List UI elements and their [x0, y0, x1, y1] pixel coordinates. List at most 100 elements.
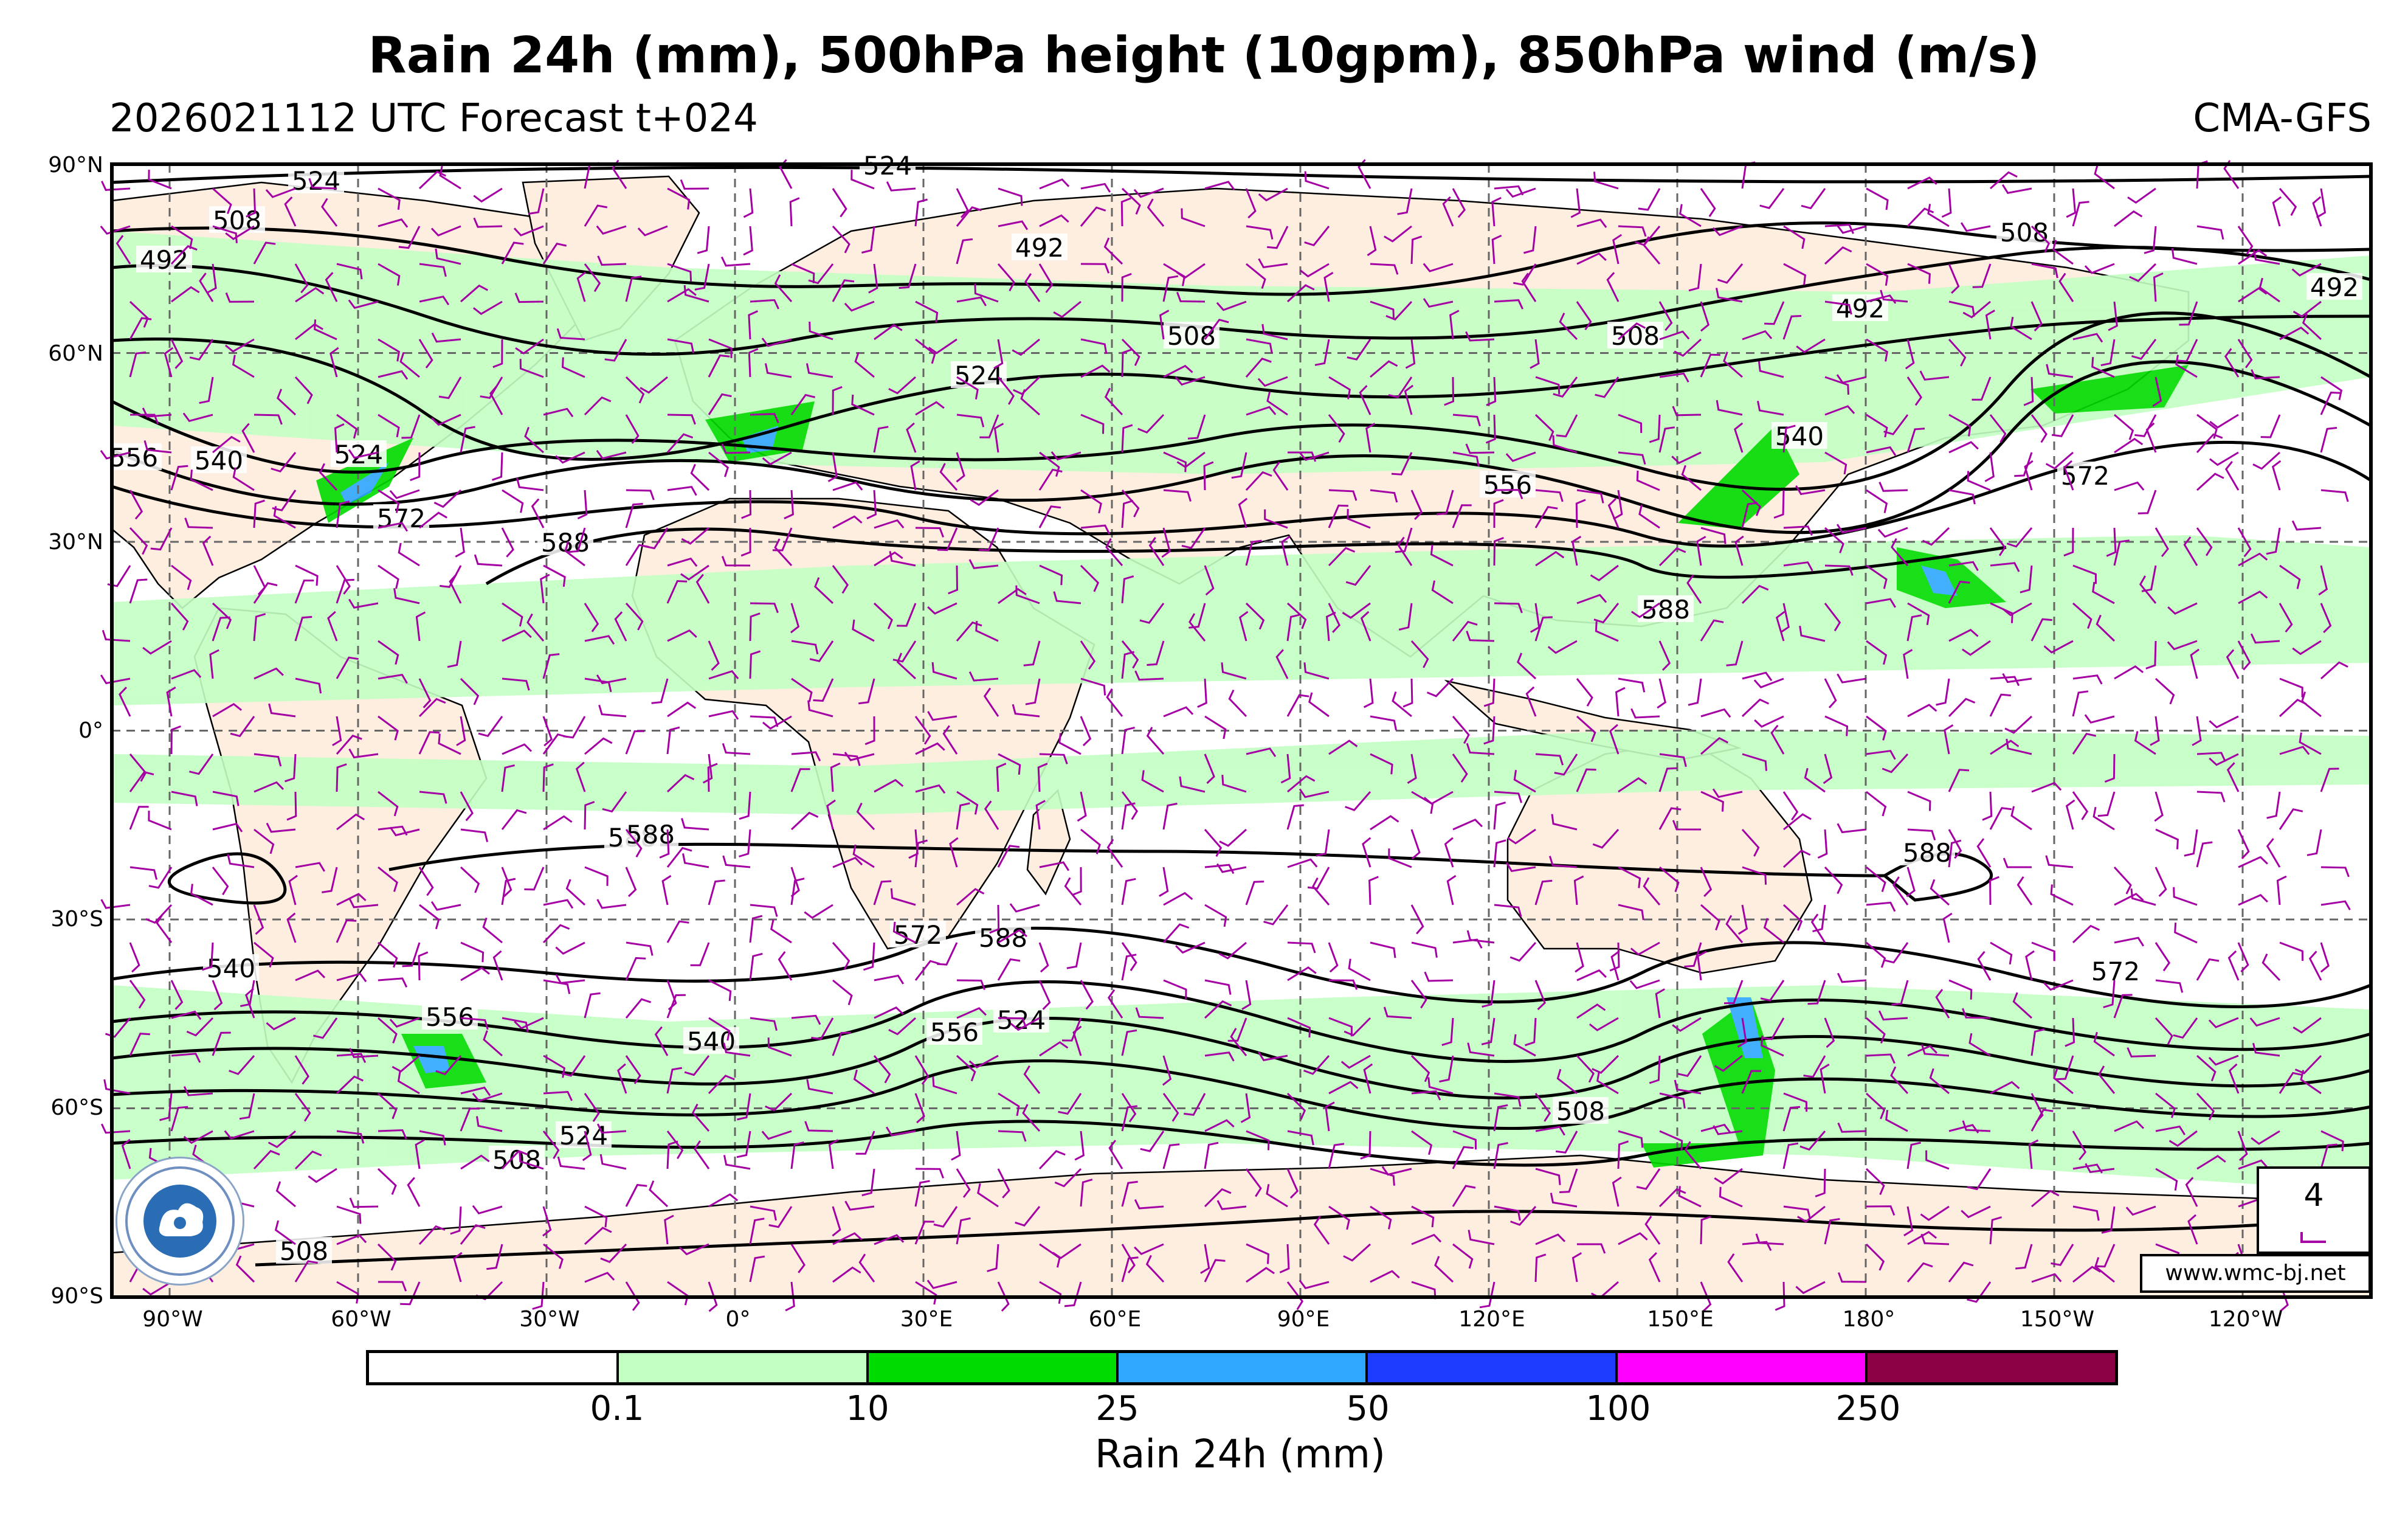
wind-barb [1803, 1055, 1826, 1078]
wind-barb [418, 170, 447, 190]
wind-barb [378, 489, 400, 513]
wind-barb [1481, 1017, 1496, 1045]
wind-barb [1782, 1142, 1799, 1169]
wind-barb [1618, 1232, 1648, 1245]
lat-label: 0° [78, 718, 103, 743]
wind-barb [2279, 677, 2303, 698]
wind-barb [2065, 799, 2075, 830]
wind-barb [582, 1130, 592, 1162]
wind-barb [286, 912, 297, 943]
wind-barb [2271, 460, 2282, 491]
wind-barb [389, 1017, 420, 1028]
rain-band-tropics-south [112, 730, 2371, 815]
wind-barb [2187, 1214, 2198, 1245]
wind-barb [308, 1168, 337, 1183]
wind-barb [2279, 808, 2303, 830]
wind-barb [478, 716, 503, 738]
wind-barb [1162, 275, 1179, 302]
wind-barb [951, 1130, 961, 1161]
wind-barb [1658, 547, 1686, 567]
wind-barb [294, 1150, 322, 1170]
wind-barb [1066, 942, 1082, 969]
wind-barb [564, 541, 585, 567]
forecast-time: 2026021112 UTC Forecast t+024 [109, 96, 758, 141]
wind-barb [1795, 485, 1826, 496]
wind-barb [294, 263, 309, 294]
wind-barb [2154, 791, 2164, 822]
wind-barb [513, 225, 544, 237]
wind-barb [1681, 465, 1702, 491]
wind-barb [171, 791, 198, 806]
wind-barb [761, 1130, 792, 1140]
wind-barb [1266, 391, 1288, 416]
wind-barb [1245, 539, 1262, 566]
wind-barb [1891, 538, 1909, 566]
wind-barb [212, 187, 232, 215]
wind-barb [1866, 446, 1897, 456]
wind-barb [1610, 950, 1620, 981]
wind-barb [1405, 339, 1416, 369]
wind-barb [1738, 904, 1748, 935]
wind-barb [150, 527, 173, 551]
wind-barb [1530, 339, 1540, 369]
wind-barb [273, 506, 296, 529]
wind-barb [708, 1281, 718, 1312]
wind-barb [2015, 1244, 2033, 1270]
wind-barb [708, 979, 732, 1002]
wind-barb [1630, 941, 1660, 956]
wind-barb [2185, 1177, 2198, 1207]
wind-barb [212, 1031, 231, 1056]
wind-barb [2320, 661, 2348, 680]
wind-barb [1370, 300, 1395, 319]
rain-cell-central-pacific-core [1921, 566, 1958, 596]
wind-barb [1038, 505, 1061, 528]
wind-barb [224, 1130, 255, 1140]
wind-barb [2114, 481, 2145, 491]
wind-barb [1575, 942, 1584, 973]
wind-barb [2252, 451, 2281, 470]
wind-barb [790, 878, 805, 905]
wind-barb [1466, 631, 1495, 642]
contour-label: 588 [541, 528, 590, 558]
wind-barb [813, 678, 834, 702]
wind-barb [1345, 791, 1371, 811]
wind-barb [295, 677, 322, 694]
wind-barb [103, 1079, 131, 1095]
wind-barb [1723, 351, 1743, 378]
wind-barb [2196, 1092, 2215, 1121]
wind-barb [2167, 640, 2198, 651]
wind-barb [171, 225, 193, 249]
wind-barb [1576, 301, 1592, 331]
wind-barb [2153, 272, 2164, 302]
wind-barb [212, 435, 241, 454]
wind-barb [1535, 1168, 1561, 1185]
wind-barb [1328, 1205, 1350, 1230]
wind-barb [202, 942, 214, 971]
wind-barb [1837, 1272, 1867, 1283]
wind-barb [1878, 482, 1908, 492]
wind-barb [1659, 753, 1687, 767]
wind-barb [1638, 188, 1661, 211]
wind-barb [1286, 284, 1315, 303]
wind-barb [170, 725, 181, 755]
wind-barb [1245, 358, 1272, 378]
contour-label-background [1607, 322, 1663, 348]
rain-cell-nw-pacific [1678, 426, 1799, 529]
wind-barb [1246, 1130, 1270, 1151]
wind-barb [1176, 451, 1206, 468]
wind-barb [1009, 903, 1040, 913]
wind-barb [1935, 989, 1950, 1019]
wind-barb [886, 1126, 916, 1137]
wind-barb [2292, 300, 2322, 318]
wind-barb [791, 751, 821, 762]
wind-barb [246, 188, 257, 218]
wind-barb [1181, 208, 1206, 227]
wind-barb [519, 359, 544, 378]
wind-barb [667, 187, 691, 210]
wind-reference-box: 4 [2257, 1166, 2371, 1254]
wind-barb [1719, 1186, 1743, 1208]
wind-barb [748, 310, 759, 340]
wind-barb [325, 272, 338, 302]
wind-barb [557, 1156, 585, 1170]
wind-barb [542, 763, 554, 792]
